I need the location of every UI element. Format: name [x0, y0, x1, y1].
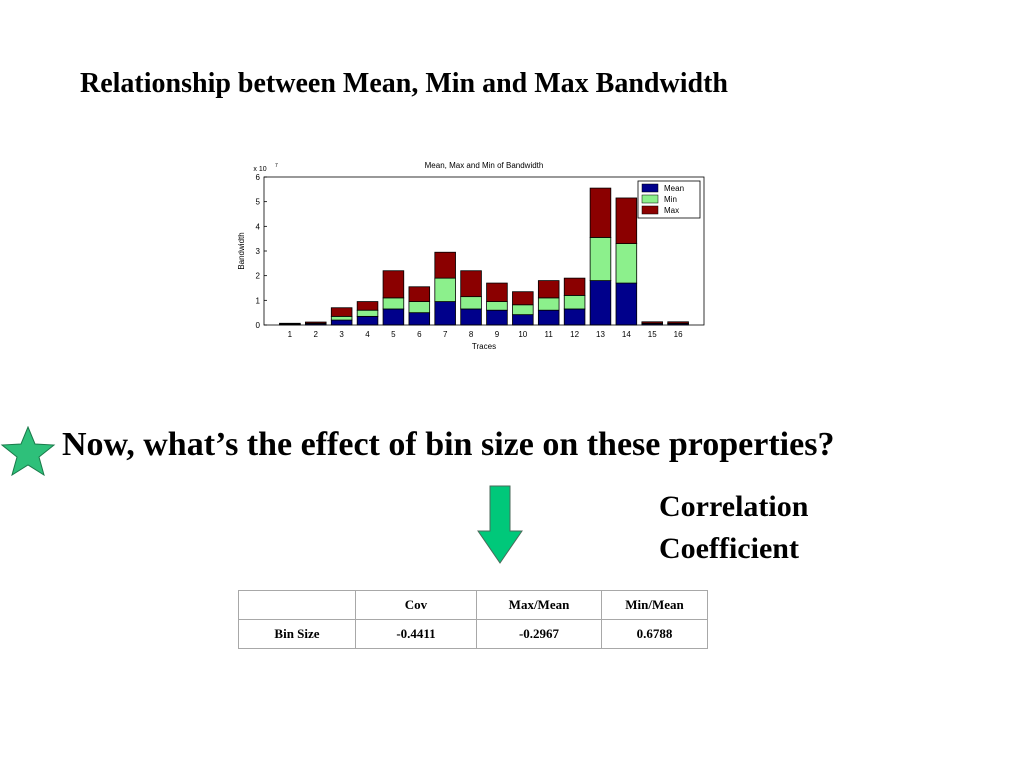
star-icon: [0, 426, 56, 476]
bar-min: [330, 315, 353, 321]
table-header-cell: [238, 590, 356, 620]
table-row-label: Bin Size: [238, 619, 356, 649]
x-tick-label: 10: [518, 330, 527, 339]
legend-swatch: [641, 183, 659, 193]
bar-mean: [382, 308, 405, 326]
bar-max: [512, 291, 534, 306]
x-tick-label: 7: [443, 330, 448, 339]
legend-swatch: [641, 205, 659, 215]
x-tick-label: 1: [288, 330, 293, 339]
y-tick-label: 6: [256, 173, 261, 182]
bar-min: [356, 309, 379, 317]
x-tick-label: 11: [545, 330, 554, 339]
bar-min: [434, 277, 456, 302]
x-tick-label: 16: [674, 330, 683, 339]
bar-max: [486, 282, 508, 302]
bar-min: [537, 297, 560, 311]
bar-mean: [356, 315, 379, 326]
correlation-line-2: Coefficient: [659, 532, 799, 565]
correlation-table: Cov Max/Mean Min/Mean Bin Size -0.4411 -…: [238, 590, 708, 649]
x-tick-label: 12: [570, 330, 579, 339]
table-cell: -0.4411: [355, 619, 477, 649]
bar-mean: [589, 280, 612, 326]
table-header-cell: Min/Mean: [601, 590, 708, 620]
x-axis-label: Traces: [472, 342, 496, 351]
bar-mean: [408, 312, 431, 326]
y-tick-label: 1: [256, 296, 261, 305]
bar-mean: [563, 308, 586, 326]
legend-swatch: [641, 194, 659, 204]
chart-title: Mean, Max and Min of Bandwidth: [425, 161, 544, 170]
bar-max: [279, 322, 301, 325]
table-cell: 0.6788: [601, 619, 708, 649]
x-tick-label: 5: [391, 330, 396, 339]
bar-max: [667, 321, 689, 324]
bar-mean: [434, 301, 456, 326]
bar-max: [460, 270, 482, 298]
x-tick-label: 9: [495, 330, 500, 339]
bar-min: [460, 296, 482, 310]
table-header-cell: Cov: [355, 590, 477, 620]
y-exponent: 7: [275, 163, 278, 169]
y-tick-label: 3: [256, 247, 261, 256]
bar-max: [408, 286, 431, 302]
table-cell: -0.2967: [476, 619, 602, 649]
legend-label: Min: [664, 195, 677, 204]
bar-max: [641, 321, 663, 324]
x-tick-label: 6: [417, 330, 422, 339]
bar-mean: [460, 308, 482, 326]
bar-max: [330, 307, 353, 317]
bar-min: [382, 297, 405, 310]
bar-min: [563, 294, 586, 310]
bar-max: [382, 270, 405, 299]
bar-mean: [486, 309, 508, 326]
x-tick-label: 2: [314, 330, 319, 339]
bar-max: [434, 251, 456, 279]
table-header-row: Cov Max/Mean Min/Mean: [238, 590, 708, 620]
question-text: Now, what’s the effect of bin size on th…: [62, 426, 835, 463]
bar-min: [512, 304, 534, 316]
bar-min: [486, 301, 508, 311]
bar-max: [589, 187, 612, 238]
slide-title: Relationship between Mean, Min and Max B…: [80, 68, 728, 99]
bar-min: [615, 243, 638, 284]
y-tick-label: 4: [256, 222, 261, 231]
bar-max: [305, 321, 327, 324]
y-tick-label: 0: [256, 321, 261, 330]
y-multiplier: x 10: [253, 166, 266, 173]
y-axis-label: Bandwidth: [237, 232, 246, 269]
bar-max: [615, 197, 638, 245]
y-tick-label: 5: [256, 198, 261, 207]
bar-min: [589, 237, 612, 282]
bar-max: [537, 280, 560, 299]
bar-mean: [615, 282, 638, 326]
legend-label: Mean: [664, 184, 684, 193]
table-row: Bin Size -0.4411 -0.2967 0.6788: [238, 619, 708, 649]
bar-mean: [330, 319, 353, 326]
x-tick-label: 8: [469, 330, 474, 339]
correlation-line-1: Correlation: [659, 490, 809, 523]
x-tick-label: 4: [365, 330, 370, 339]
bar-max: [356, 301, 379, 311]
bar-max: [563, 277, 586, 296]
table-header-cell: Max/Mean: [476, 590, 602, 620]
bar-min: [408, 301, 431, 314]
arrow-down-icon: [477, 485, 523, 564]
x-tick-label: 3: [339, 330, 344, 339]
x-tick-label: 13: [596, 330, 605, 339]
correlation-coefficient-label: Correlation Coefficient: [659, 486, 808, 570]
y-tick-label: 2: [256, 272, 261, 281]
x-tick-label: 15: [648, 330, 657, 339]
x-tick-label: 14: [622, 330, 631, 339]
bar-mean: [512, 314, 534, 326]
bar-mean: [537, 309, 560, 326]
legend-label: Max: [664, 206, 679, 215]
